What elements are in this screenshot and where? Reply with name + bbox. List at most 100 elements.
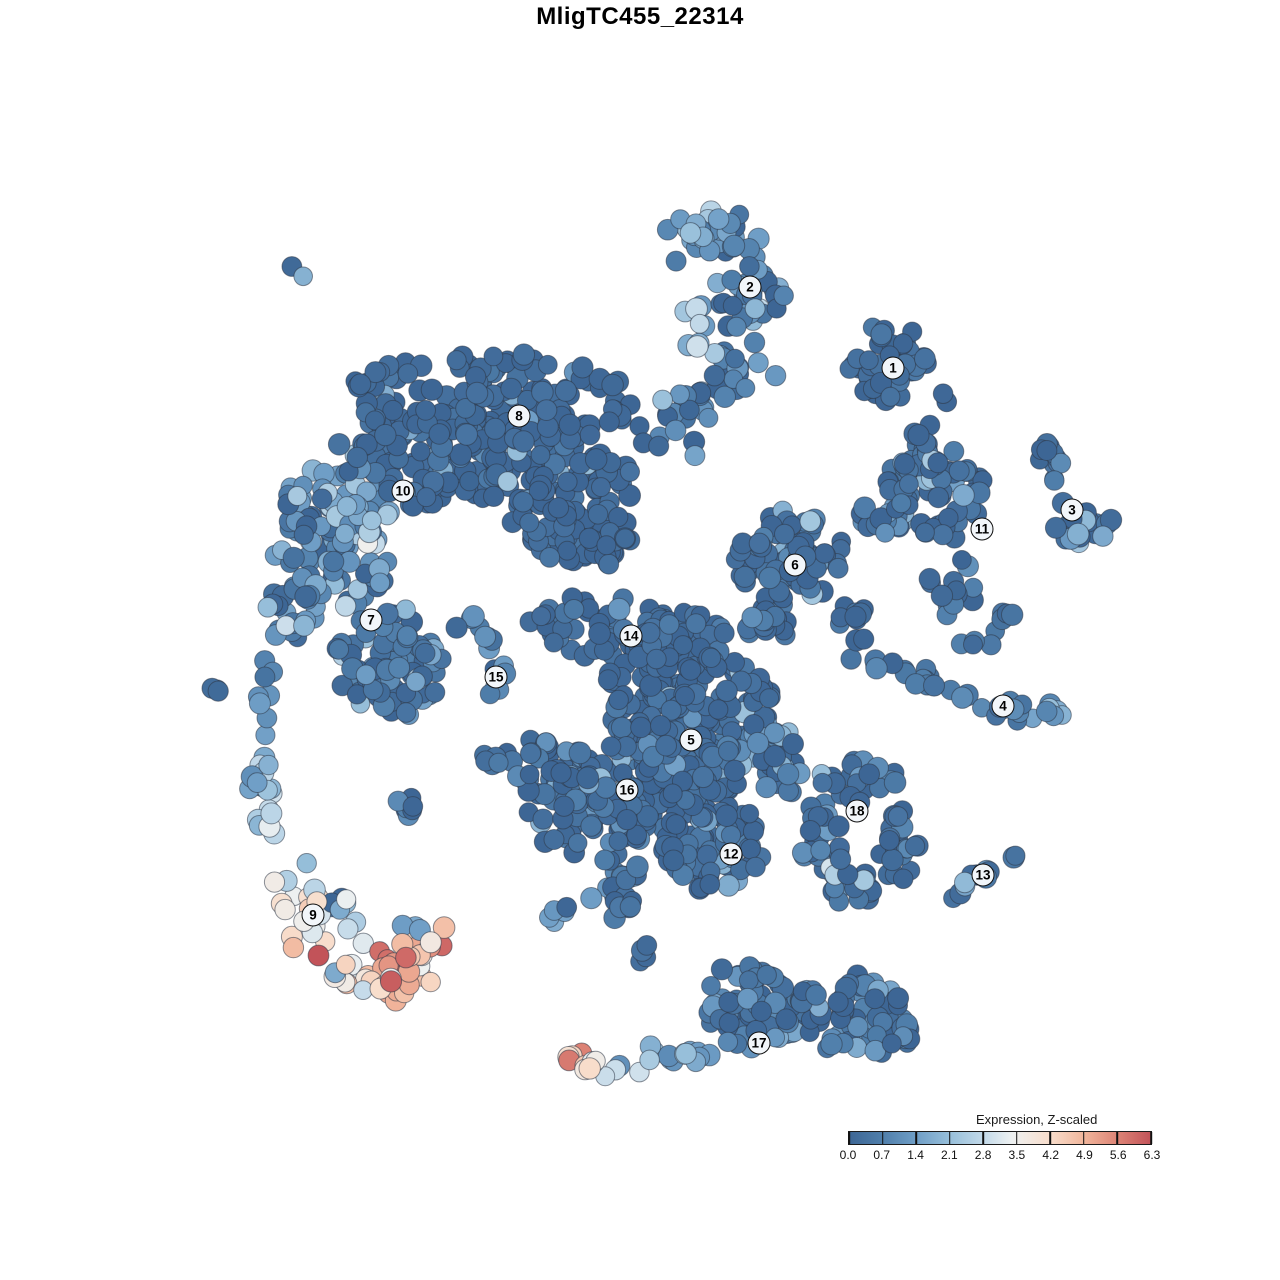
data-point xyxy=(735,378,756,398)
data-point xyxy=(294,585,317,609)
data-point xyxy=(827,815,850,838)
data-point xyxy=(639,674,663,697)
data-point xyxy=(455,398,477,419)
data-point xyxy=(927,486,950,509)
data-point xyxy=(576,766,600,790)
data-point xyxy=(520,742,542,765)
data-point xyxy=(497,471,518,492)
data-point xyxy=(395,702,417,723)
expression-legend: Expression, Z-scaled 0.0 0.7 1.4 2.1 2.8 3.5 4… xyxy=(840,1112,1161,1162)
data-point xyxy=(580,887,603,910)
data-point xyxy=(420,971,441,993)
data-point xyxy=(750,1000,773,1022)
data-point xyxy=(899,474,919,494)
data-point xyxy=(679,399,700,421)
data-point xyxy=(710,958,734,981)
data-point xyxy=(713,622,735,644)
data-point xyxy=(799,820,822,842)
data-point xyxy=(698,407,719,428)
legend-tick-label: 2.1 xyxy=(940,1148,958,1162)
data-point xyxy=(708,699,729,720)
data-point xyxy=(558,413,581,436)
data-point xyxy=(554,379,578,402)
data-point xyxy=(382,399,404,421)
data-point xyxy=(745,1019,768,1042)
data-point xyxy=(914,347,936,370)
data-point xyxy=(805,984,827,1006)
legend-tick-label: 4.9 xyxy=(1076,1148,1093,1162)
legend-tick-label: 2.8 xyxy=(974,1148,992,1162)
data-point xyxy=(664,419,687,442)
data-point xyxy=(764,365,787,387)
data-point xyxy=(879,345,900,366)
data-point xyxy=(416,487,437,508)
data-point xyxy=(630,716,652,739)
data-point xyxy=(759,688,780,709)
data-point xyxy=(543,829,565,850)
legend-tick-label: 1.4 xyxy=(907,1148,924,1162)
data-point xyxy=(608,831,629,851)
data-point xyxy=(428,423,451,445)
data-point xyxy=(531,380,554,404)
legend-tick-label: 0.0 xyxy=(839,1148,857,1162)
data-point xyxy=(859,350,879,371)
data-point xyxy=(410,441,431,462)
data-point xyxy=(951,686,974,709)
data-point xyxy=(396,625,418,647)
data-point xyxy=(615,528,636,549)
data-point xyxy=(462,605,485,628)
data-point xyxy=(746,731,770,755)
data-point xyxy=(686,335,709,358)
data-point xyxy=(296,853,317,874)
legend-tick-labels: 0.0 0.7 1.4 2.1 2.8 3.5 4.2 4.9 5.6 6.3 xyxy=(840,1148,1161,1162)
data-point xyxy=(596,535,617,556)
data-point xyxy=(1036,440,1058,461)
data-point xyxy=(364,410,385,431)
data-point xyxy=(519,764,540,785)
data-point xyxy=(528,480,550,501)
data-point xyxy=(600,736,622,757)
data-point xyxy=(607,597,631,621)
data-point xyxy=(248,692,271,715)
data-point xyxy=(465,381,489,405)
data-point xyxy=(775,1008,798,1031)
data-point xyxy=(1044,470,1065,491)
data-point xyxy=(535,399,558,422)
data-point xyxy=(927,452,949,474)
data-point xyxy=(293,910,315,932)
data-point xyxy=(853,496,876,520)
data-point xyxy=(720,825,742,846)
data-point xyxy=(932,524,954,546)
data-point xyxy=(812,772,833,793)
data-point xyxy=(943,440,965,462)
legend-tick-mark xyxy=(948,1132,951,1144)
legend-tick-mark xyxy=(1116,1132,1119,1144)
data-point xyxy=(887,987,910,1010)
data-point xyxy=(483,485,505,507)
data-point xyxy=(722,234,746,258)
data-point xyxy=(858,763,881,786)
data-point xyxy=(722,295,743,316)
legend-tick-mark xyxy=(848,1132,850,1144)
data-point xyxy=(875,522,895,543)
data-point xyxy=(571,356,594,379)
data-point xyxy=(274,898,296,921)
data-point xyxy=(660,699,682,721)
data-point xyxy=(810,839,832,861)
data-point xyxy=(870,323,893,346)
data-point xyxy=(904,673,927,695)
data-point xyxy=(684,445,706,467)
data-point xyxy=(923,674,945,697)
data-point xyxy=(587,504,609,525)
data-point xyxy=(827,991,849,1013)
data-point xyxy=(484,417,507,440)
data-point xyxy=(334,523,355,544)
data-point xyxy=(733,565,756,588)
data-point xyxy=(756,964,777,986)
data-point xyxy=(721,269,743,291)
data-point xyxy=(1092,525,1114,547)
data-point xyxy=(578,1057,601,1080)
data-point xyxy=(537,354,558,375)
legend-tick-mark xyxy=(982,1132,985,1144)
